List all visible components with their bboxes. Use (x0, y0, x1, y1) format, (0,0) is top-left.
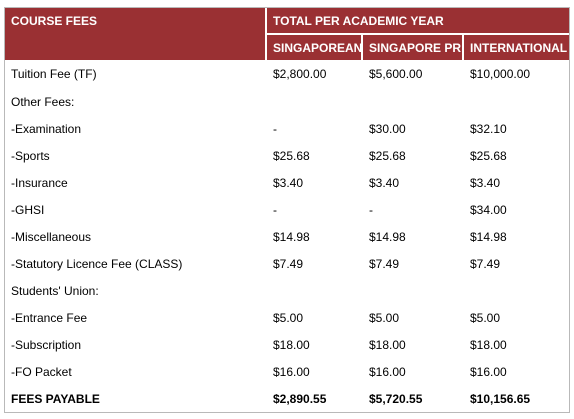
fee-row: -FO Packet $16.00 $16.00 $16.00 (5, 358, 569, 385)
fee-label: -Examination (11, 121, 82, 136)
header-international: INTERNATIONAL (464, 35, 570, 60)
fee-international (464, 277, 569, 304)
fee-label: -Miscellaneous (11, 229, 92, 244)
fee-row: -Entrance Fee $5.00 $5.00 $5.00 (5, 304, 569, 331)
fee-singapore-pr (363, 277, 464, 304)
fee-label: Tuition Fee (TF) (11, 67, 97, 81)
fees-table-header: COURSE FEES TOTAL PER ACADEMIC YEAR SING… (5, 8, 570, 60)
fee-international: $34.00 (470, 202, 507, 217)
fee-singaporean: $3.40 (273, 175, 304, 190)
total-fee-singaporean: $2,890.55 (273, 391, 327, 406)
fee-singaporean: $5.00 (273, 310, 304, 325)
total-fee-singapore-pr: $5,720.55 (369, 391, 423, 406)
header-row-columns: SINGAPOREAN SINGAPORE PR INTERNATIONAL (5, 35, 570, 60)
header-course-fees: COURSE FEES (5, 8, 267, 60)
fee-singaporean: $2,800.00 (273, 67, 327, 81)
fee-row: -Statutory Licence Fee (CLASS) $7.49 $7.49… (5, 250, 569, 277)
fee-row: -Insurance $3.40 $3.40 $3.40 (5, 169, 569, 196)
fee-singaporean (267, 277, 363, 304)
fee-row: Students' Union: (5, 277, 569, 304)
fee-singapore-pr: $18.00 (369, 337, 406, 352)
fee-singapore-pr (363, 88, 464, 115)
fee-singapore-pr: $16.00 (369, 364, 406, 379)
fee-singapore-pr: $14.98 (369, 229, 406, 244)
total-fee-label: FEES PAYABLE (11, 391, 100, 406)
fee-label: -Sports (11, 148, 50, 163)
total-fee-international: $10,156.65 (470, 391, 531, 406)
fee-singaporean: $7.49 (273, 256, 304, 271)
header-row-top: COURSE FEES TOTAL PER ACADEMIC YEAR (5, 8, 570, 60)
fee-international: $3.40 (470, 175, 501, 190)
fee-singapore-pr: $25.68 (369, 148, 406, 163)
fee-singaporean: $16.00 (273, 364, 310, 379)
header-singapore-pr: SINGAPORE PR (363, 35, 464, 60)
fee-international: $16.00 (470, 364, 507, 379)
fee-international: $18.00 (470, 337, 507, 352)
fee-international: $14.98 (470, 229, 507, 244)
fee-row: -Subscription $18.00 $18.00 $18.00 (5, 331, 569, 358)
fee-singaporean: $18.00 (273, 337, 310, 352)
course-fees-table: COURSE FEES TOTAL PER ACADEMIC YEAR SING… (4, 7, 571, 413)
fee-row: -Sports $25.68 $25.68 $25.68 (5, 142, 569, 169)
fee-singaporean: - (273, 202, 277, 217)
fee-international (464, 88, 569, 115)
fee-label: -Subscription (11, 337, 82, 352)
fee-singapore-pr: $3.40 (369, 175, 400, 190)
fee-singapore-pr: $7.49 (369, 256, 400, 271)
header-singaporean: SINGAPOREAN (267, 35, 363, 60)
fee-label: Students' Union: (11, 283, 99, 298)
header-total-per-academic-year: TOTAL PER ACADEMIC YEAR (267, 8, 570, 35)
fee-label: -Entrance Fee (11, 310, 88, 325)
fee-international: $7.49 (470, 256, 501, 271)
fee-singapore-pr: $30.00 (369, 121, 406, 136)
fee-international: $5.00 (470, 310, 501, 325)
fee-singapore-pr: $5,600.00 (369, 67, 423, 81)
fee-row: Other Fees: (5, 88, 569, 115)
fee-row: -Miscellaneous $14.98 $14.98 $14.98 (5, 223, 569, 250)
fee-row: -GHSI - - $34.00 (5, 196, 569, 223)
fee-singaporean: $14.98 (273, 229, 310, 244)
fees-payable-row: FEES PAYABLE $2,890.55 $5,720.55 $10,156.65 (5, 385, 569, 412)
fee-label: -FO Packet (11, 364, 72, 379)
fee-singaporean (267, 88, 363, 115)
fee-row: -Examination - $30.00 $32.10 (5, 115, 569, 142)
fee-singaporean: $25.68 (273, 148, 310, 163)
fee-row: Tuition Fee (TF) $2,800.00 $5,600.00 $10,00… (5, 60, 569, 88)
fee-label: -Insurance (11, 175, 68, 190)
fee-label: -GHSI (11, 202, 45, 217)
fee-label: -Statutory Licence Fee (CLASS) (11, 256, 183, 271)
fee-singapore-pr: $5.00 (369, 310, 400, 325)
fee-international: $32.10 (470, 121, 507, 136)
fee-label: Other Fees: (11, 94, 75, 109)
fee-international: $10,000.00 (470, 67, 531, 81)
fees-table-body: Tuition Fee (TF) $2,800.00 $5,600.00 $10,00… (5, 60, 569, 412)
fee-international: $25.68 (470, 148, 507, 163)
fee-singapore-pr: - (369, 202, 373, 217)
fee-singaporean: - (273, 121, 277, 136)
